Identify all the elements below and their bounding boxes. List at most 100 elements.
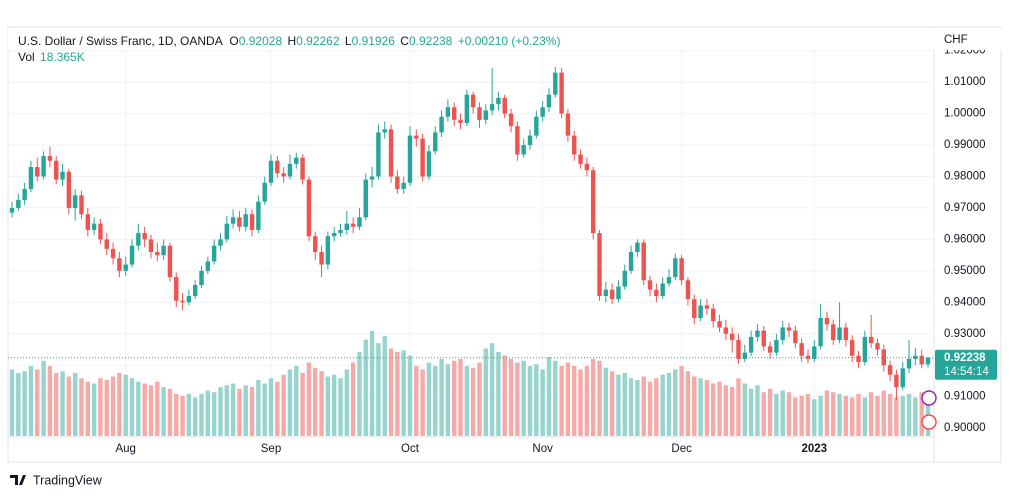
volume-bar	[767, 388, 773, 436]
volume-bar	[527, 366, 533, 436]
volume-bar	[862, 397, 868, 436]
volume-bar	[464, 366, 470, 436]
volume-bar	[515, 362, 520, 436]
volume-bar	[72, 373, 78, 436]
candle-body	[894, 374, 899, 388]
candle-body	[47, 156, 53, 161]
candle-body	[344, 223, 350, 230]
volume-bar	[553, 360, 558, 436]
volume-bar	[894, 397, 899, 436]
candle-body	[679, 258, 684, 281]
open-value: 0.92028	[239, 34, 283, 48]
candle-body	[698, 305, 703, 319]
candle-body	[616, 286, 621, 300]
candle-body	[786, 327, 792, 331]
candle-body	[856, 355, 861, 363]
event-icon[interactable]	[921, 390, 937, 406]
volume-bar	[98, 378, 103, 436]
volume-bar	[647, 381, 653, 436]
volume-bar	[774, 394, 779, 436]
volume-bar	[41, 360, 46, 436]
candle-body	[388, 129, 394, 177]
volume-bar	[382, 336, 387, 436]
calendar-icon[interactable]	[921, 414, 937, 430]
volume-bar	[395, 352, 400, 436]
candle-body	[919, 355, 924, 365]
volume-bar	[736, 378, 741, 436]
candle-body	[761, 330, 766, 347]
candle-body	[319, 251, 324, 265]
volume-bar	[692, 376, 697, 436]
candle-body	[294, 157, 299, 164]
volume-bar	[824, 390, 830, 436]
candle-body	[401, 182, 406, 190]
volume-bar	[142, 383, 147, 436]
volume-bar	[818, 395, 823, 436]
volume-bar	[584, 366, 590, 436]
candle-body	[338, 229, 343, 234]
volume-bar	[679, 366, 684, 436]
volume-bar	[237, 388, 242, 436]
candle-body	[559, 72, 564, 114]
candle-body	[584, 163, 590, 171]
candle-body	[502, 97, 507, 114]
candles	[8, 67, 934, 400]
candle-body	[527, 135, 533, 146]
volume-bar	[79, 378, 84, 436]
candle-body	[186, 296, 192, 303]
candle-body	[875, 343, 880, 350]
volume-bar	[110, 376, 116, 436]
volume-bar	[294, 366, 299, 436]
candle-body	[275, 160, 280, 174]
candle-body	[565, 113, 571, 136]
candle-body	[774, 340, 779, 353]
candle-body	[433, 132, 438, 152]
volume-bar	[900, 395, 905, 436]
volume-bar	[881, 390, 886, 436]
candle-body	[862, 336, 868, 363]
candle-body	[805, 355, 811, 359]
close-value: 0.92238	[409, 34, 453, 48]
candle-body	[224, 223, 229, 240]
volume-bar	[28, 366, 34, 436]
volume-bar	[919, 392, 924, 436]
candle-body	[28, 167, 34, 190]
candle-body	[414, 135, 419, 139]
candle-body	[35, 167, 40, 177]
candle-body	[508, 113, 514, 127]
candle-body	[483, 110, 489, 120]
candle-body	[711, 308, 716, 322]
volume-bar	[331, 374, 337, 436]
candle-body	[849, 340, 855, 356]
candle-body	[521, 145, 526, 155]
volume-bar	[483, 348, 489, 436]
last-price-label: 0.92238	[944, 352, 986, 364]
y-tick-label: 0.91000	[944, 391, 986, 403]
volume-bar	[407, 355, 413, 436]
volume-bar	[761, 392, 766, 436]
candle-body	[578, 154, 583, 164]
volume-bar	[755, 385, 760, 436]
candle-body	[572, 135, 577, 155]
volume-bar	[742, 383, 748, 436]
candle-body	[881, 349, 886, 366]
candle-body	[913, 355, 918, 359]
candle-body	[546, 94, 552, 108]
volume-bar	[426, 362, 432, 436]
volume-bar	[268, 378, 274, 436]
volume-bar	[281, 374, 286, 436]
volume-bar	[313, 367, 318, 436]
volume-bar	[856, 394, 861, 436]
volume-bar	[420, 369, 425, 436]
x-tick-label: Oct	[401, 443, 420, 455]
candle-body	[249, 214, 255, 230]
volume-bar	[496, 352, 501, 436]
volume-bar	[300, 373, 305, 436]
volume-bar	[350, 362, 356, 436]
candle-body	[395, 176, 400, 190]
volume-bar	[748, 388, 754, 436]
volume-bar	[211, 392, 217, 436]
candle-body	[843, 327, 849, 341]
volume-bar	[218, 387, 223, 436]
candle-body	[22, 189, 27, 201]
